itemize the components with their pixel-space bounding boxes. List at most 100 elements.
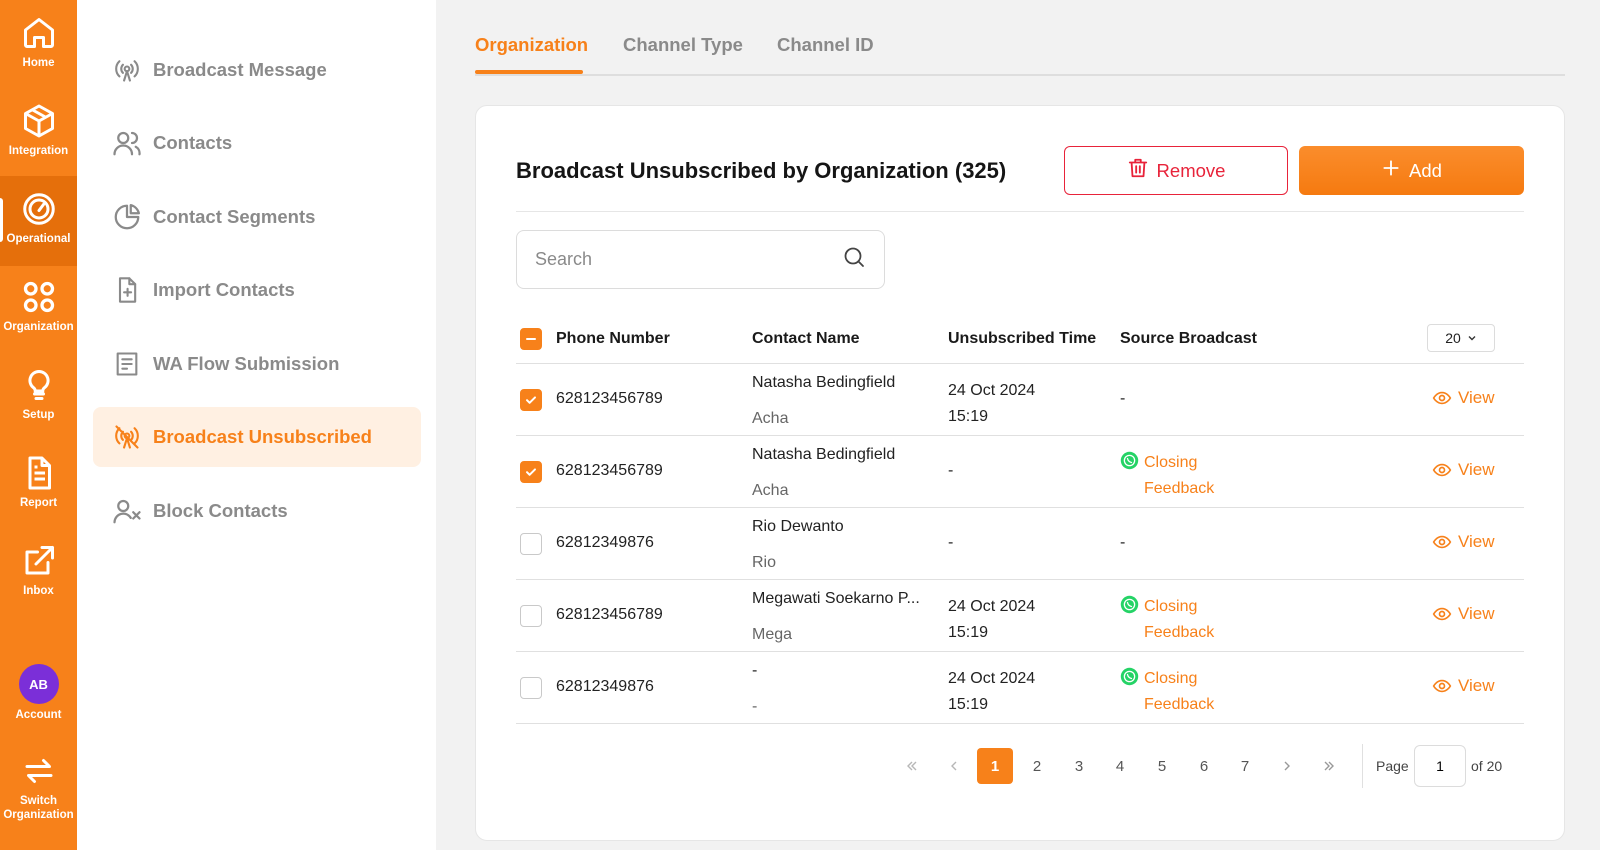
rail-item-account[interactable]: AB Account [0, 650, 77, 740]
view-label: View [1458, 460, 1495, 479]
unsubscribed-time-cell: 24 Oct 2024 15:19 [948, 666, 1035, 718]
column-header-phone[interactable]: Phone Number [556, 330, 670, 347]
row-checkbox[interactable] [520, 461, 542, 483]
check-icon [526, 396, 536, 404]
search-box [516, 230, 885, 289]
contact-name-cell: Natasha Bedingfield [752, 446, 896, 463]
table-row: 62812349876 Rio Dewanto Rio - - View [516, 508, 1524, 580]
submenu-item-broadcast-unsubscribed[interactable]: Broadcast Unsubscribed [93, 407, 421, 467]
unsubscribed-time-cell: 24 Oct 2024 15:19 [948, 378, 1035, 430]
submenu-item-contacts[interactable]: Contacts [93, 113, 421, 173]
source-broadcast-cell: - [1120, 534, 1126, 551]
view-link[interactable]: View [1432, 532, 1495, 552]
tab-active-indicator [475, 70, 583, 74]
rail-item-operational[interactable]: Operational [0, 176, 77, 266]
source-broadcast-cell: - [1120, 390, 1126, 407]
add-label: Add [1409, 159, 1442, 181]
submenu-item-import-contacts[interactable]: Import Contacts [93, 260, 421, 320]
contact-name-cell: Megawati Soekarno P... [752, 590, 920, 607]
unsubscribed-time-cell: 24 Oct 2024 15:19 [948, 594, 1035, 646]
rail-label: Switch Organization [3, 795, 74, 821]
page-number-input[interactable] [1414, 745, 1466, 787]
select-all-checkbox[interactable] [520, 328, 542, 350]
submenu-item-wa-flow-submission[interactable]: WA Flow Submission [93, 334, 421, 394]
rail-item-report[interactable]: Report [0, 440, 77, 530]
contact-nickname-cell: Rio [752, 554, 777, 571]
last-page-button[interactable] [1311, 748, 1347, 784]
chevrons-right-icon [1324, 761, 1334, 771]
prev-page-button[interactable] [936, 748, 972, 784]
chevron-down-icon [1468, 336, 1476, 341]
phone-cell: 62812349876 [556, 534, 654, 551]
table-header: Phone Number Contact Name Unsubscribed T… [516, 324, 1524, 364]
rail-item-inbox[interactable]: Inbox [0, 528, 77, 618]
rail-item-integration[interactable]: Integration [0, 88, 77, 178]
rail-item-organization[interactable]: Organization [0, 264, 77, 354]
submenu-label: Contact Segments [153, 206, 316, 227]
phone-cell: 62812349876 [556, 678, 654, 695]
broadcast-icon [111, 54, 143, 86]
source-broadcast-link[interactable]: Closing Feedback [1120, 594, 1214, 646]
next-page-button[interactable] [1269, 748, 1305, 784]
row-checkbox[interactable] [520, 677, 542, 699]
remove-label: Remove [1156, 159, 1226, 181]
submenu-item-block-contacts[interactable]: Block Contacts [93, 481, 421, 541]
view-label: View [1458, 532, 1495, 551]
pagination-divider [1362, 744, 1363, 788]
eye-icon [1432, 607, 1452, 621]
page-button-4[interactable]: 4 [1115, 757, 1125, 775]
submenu-label: Import Contacts [153, 279, 295, 300]
submenu-label: Broadcast Unsubscribed [153, 426, 372, 447]
view-link[interactable]: View [1432, 604, 1495, 624]
search-icon[interactable] [842, 245, 866, 274]
page-button-7[interactable]: 7 [1240, 757, 1250, 775]
page-size-select[interactable]: 20 [1427, 324, 1495, 352]
whatsapp-icon [1120, 667, 1139, 686]
gauge-icon [20, 190, 58, 228]
page-button-5[interactable]: 5 [1157, 757, 1167, 775]
view-link[interactable]: View [1432, 676, 1495, 696]
source-broadcast-line2: Feedback [1144, 696, 1215, 713]
view-label: View [1458, 676, 1495, 695]
source-broadcast-link[interactable]: Closing Feedback [1120, 666, 1214, 718]
operational-submenu: Broadcast Message Contacts Contact Segme… [77, 0, 436, 850]
page-button-6[interactable]: 6 [1199, 757, 1209, 775]
unsubscribed-hour: 15:19 [948, 696, 989, 713]
grid-icon [20, 278, 58, 316]
row-checkbox[interactable] [520, 389, 542, 411]
source-broadcast-link[interactable]: Closing Feedback [1120, 450, 1214, 502]
source-broadcast-line1: Closing [1144, 598, 1198, 615]
column-header-source-broadcast[interactable]: Source Broadcast [1120, 330, 1257, 347]
source-broadcast-line2: Feedback [1144, 480, 1215, 497]
pagination: 1 2 3 4 5 6 7 Page of 20 [476, 744, 1566, 788]
tab-organization[interactable]: Organization [475, 34, 589, 55]
remove-button[interactable]: Remove [1064, 146, 1288, 195]
source-broadcast-line2: Feedback [1144, 624, 1215, 641]
view-link[interactable]: View [1432, 388, 1495, 408]
row-checkbox[interactable] [520, 533, 542, 555]
unsubscribed-card: Broadcast Unsubscribed by Organization (… [475, 105, 1565, 841]
rail-item-setup[interactable]: Setup [0, 352, 77, 442]
rail-item-switch-organization[interactable]: Switch Organization [0, 738, 77, 850]
search-input[interactable] [535, 249, 842, 270]
column-header-contact-name[interactable]: Contact Name [752, 330, 860, 347]
divider [516, 211, 1524, 212]
report-icon [20, 454, 58, 492]
first-page-button[interactable] [894, 748, 930, 784]
tab-channel-type[interactable]: Channel Type [623, 34, 743, 55]
column-header-unsubscribed-time[interactable]: Unsubscribed Time [948, 330, 1097, 347]
row-checkbox[interactable] [520, 605, 542, 627]
home-icon [20, 14, 58, 52]
page-button-1[interactable]: 1 [977, 748, 1013, 784]
submenu-item-broadcast-message[interactable]: Broadcast Message [93, 40, 421, 100]
add-button[interactable]: Add [1299, 146, 1524, 195]
page-button-2[interactable]: 2 [1032, 757, 1042, 775]
submenu-item-contact-segments[interactable]: Contact Segments [93, 187, 421, 247]
view-link[interactable]: View [1432, 460, 1495, 480]
page-button-3[interactable]: 3 [1074, 757, 1084, 775]
tab-channel-id[interactable]: Channel ID [777, 34, 874, 55]
check-icon [526, 468, 536, 476]
tab-bar: Organization Channel Type Channel ID [475, 24, 1565, 76]
rail-item-home[interactable]: Home [0, 0, 77, 90]
rail-label: Setup [22, 409, 55, 421]
